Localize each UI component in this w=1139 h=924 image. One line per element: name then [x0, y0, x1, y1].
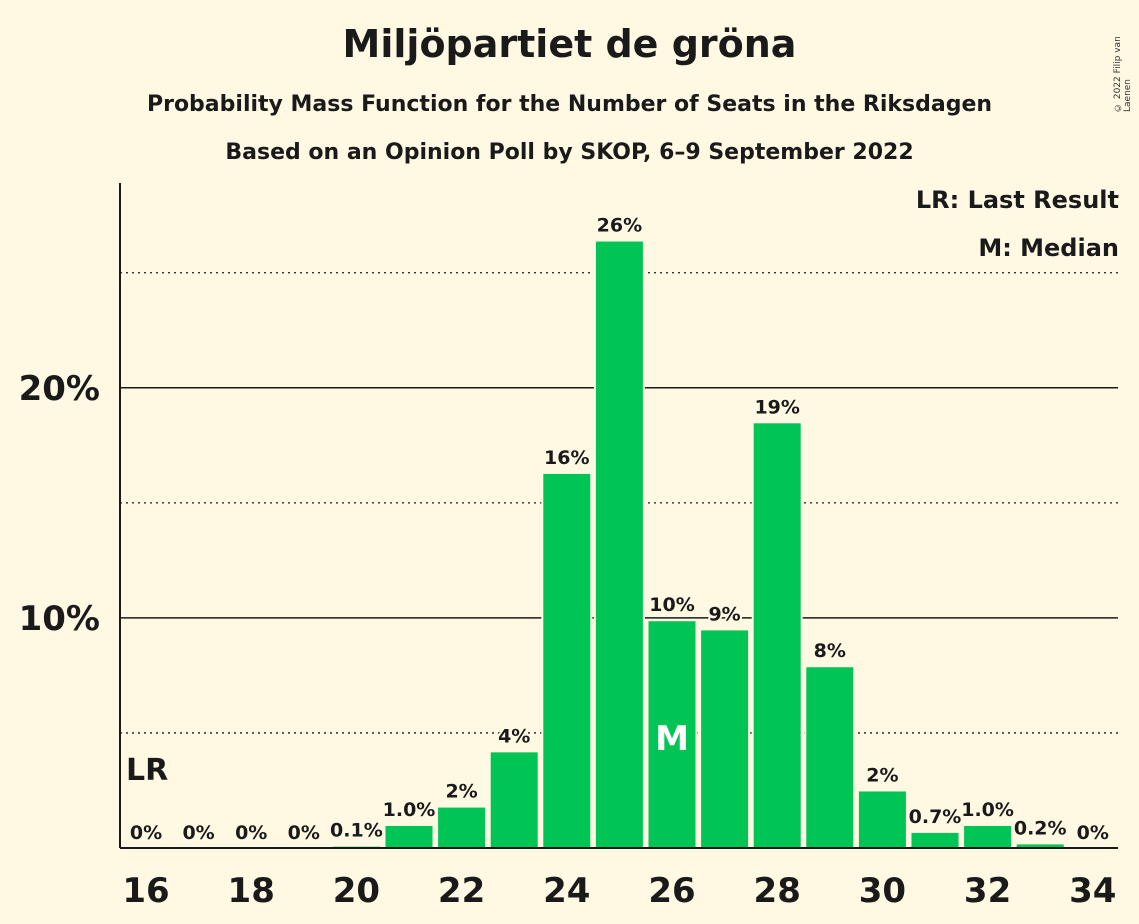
bar — [436, 805, 488, 849]
bar-value-label: 1.0% — [383, 799, 436, 821]
bar — [751, 421, 803, 849]
x-tick-label: 18 — [228, 871, 275, 911]
x-tick-label: 32 — [964, 871, 1011, 911]
bar-value-label: 16% — [544, 447, 589, 469]
x-tick-label: 16 — [122, 871, 169, 911]
bar-value-label: 9% — [708, 603, 740, 625]
last-result-marker: LR — [126, 753, 168, 788]
bar-value-label: 0% — [1077, 822, 1109, 844]
bar-value-label: 19% — [754, 396, 799, 418]
bar-value-label: 8% — [814, 640, 846, 662]
bar-value-label: 1.0% — [961, 799, 1014, 821]
y-tick-label: 20% — [19, 369, 100, 409]
bar — [593, 239, 645, 850]
legend-median: M: Median — [978, 234, 1119, 262]
bar — [804, 665, 856, 850]
bar — [646, 619, 698, 849]
bar — [909, 830, 961, 850]
bar-value-label: 0% — [130, 822, 162, 844]
y-tick-label: 10% — [19, 599, 100, 639]
bar — [488, 750, 540, 849]
bar-value-label: 0.7% — [909, 806, 962, 828]
x-tick-label: 26 — [648, 871, 695, 911]
x-tick-label: 34 — [1069, 871, 1116, 911]
chart-title: Miljöpartiet de gröna — [342, 22, 797, 66]
median-marker: M — [655, 719, 689, 759]
x-tick-label: 20 — [333, 871, 380, 911]
bar-value-label: 0% — [288, 822, 320, 844]
chart-subtitle: Probability Mass Function for the Number… — [146, 92, 993, 117]
x-tick-label: 28 — [754, 871, 801, 911]
bar-value-label: 10% — [649, 594, 694, 616]
bar — [699, 628, 751, 849]
x-tick-label: 30 — [859, 871, 906, 911]
bar-value-label: 26% — [597, 215, 642, 237]
bar-value-label: 0.1% — [330, 820, 383, 842]
bar — [962, 823, 1014, 850]
bar-value-label: 2% — [445, 781, 477, 803]
bar — [541, 471, 593, 849]
bar — [383, 823, 435, 850]
legend-last-result: LR: Last Result — [915, 186, 1119, 214]
bar-value-label: 2% — [866, 764, 898, 786]
bar-value-label: 0.2% — [1014, 817, 1067, 839]
bar-value-label: 4% — [498, 725, 530, 747]
x-tick-label: 22 — [438, 871, 485, 911]
chart-source: Based on an Opinion Poll by SKOP, 6–9 Se… — [225, 140, 914, 165]
bar-value-label: 0% — [235, 822, 267, 844]
bar-value-label: 0% — [182, 822, 214, 844]
x-tick-label: 24 — [543, 871, 590, 911]
bar — [856, 789, 908, 850]
